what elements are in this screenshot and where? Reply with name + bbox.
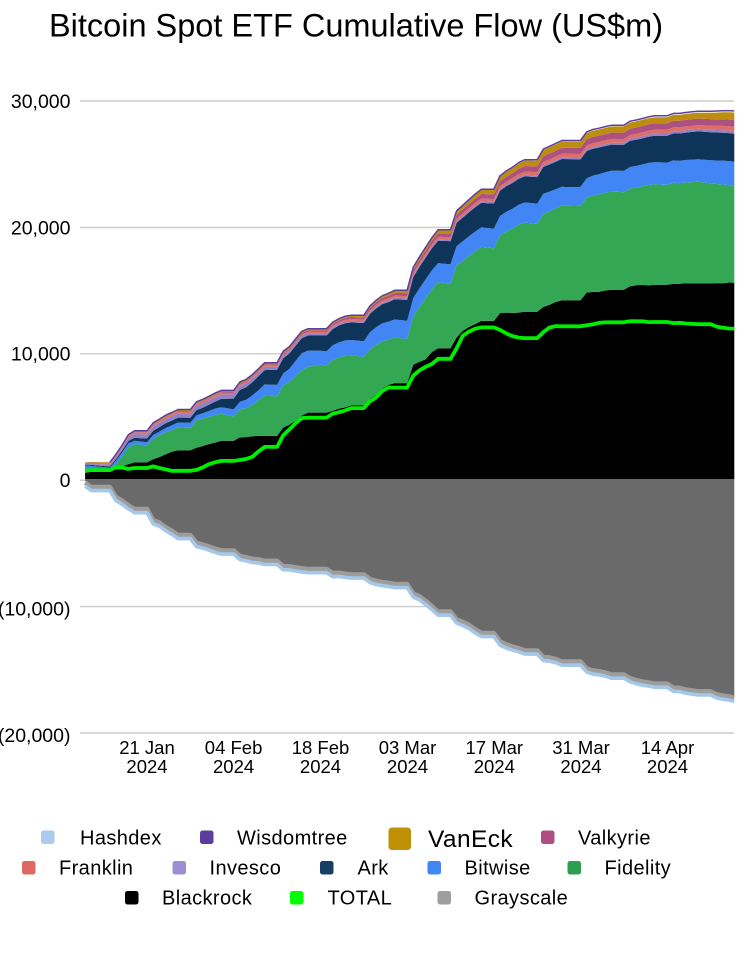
svg-text:31 Mar: 31 Mar (552, 737, 610, 758)
svg-text:03 Mar: 03 Mar (379, 737, 437, 758)
svg-text:18 Feb: 18 Feb (292, 737, 350, 758)
svg-text:2024: 2024 (647, 756, 688, 777)
svg-text:2024: 2024 (560, 756, 601, 777)
svg-text:2024: 2024 (474, 756, 515, 777)
svg-text:Hashdex: Hashdex (80, 827, 162, 849)
svg-text:2024: 2024 (213, 756, 254, 777)
svg-text:Ark: Ark (358, 857, 390, 879)
svg-text:0: 0 (60, 470, 71, 492)
svg-text:Wisdomtree: Wisdomtree (237, 827, 348, 849)
svg-text:Bitwise: Bitwise (465, 857, 531, 879)
svg-text:14 Apr: 14 Apr (641, 737, 695, 758)
svg-text:10,000: 10,000 (11, 344, 71, 366)
svg-text:2024: 2024 (126, 756, 167, 777)
svg-text:Grayscale: Grayscale (475, 887, 569, 909)
svg-text:Franklin: Franklin (59, 857, 133, 879)
svg-text:VanEck: VanEck (428, 826, 513, 853)
svg-text:Invesco: Invesco (210, 857, 282, 879)
svg-text:Blackrock: Blackrock (162, 887, 253, 909)
svg-text:2024: 2024 (387, 756, 428, 777)
svg-text:2024: 2024 (300, 756, 341, 777)
svg-text:Bitcoin Spot ETF Cumulative Fl: Bitcoin Spot ETF Cumulative Flow (US$m) (49, 8, 663, 44)
svg-text:21 Jan: 21 Jan (119, 737, 175, 758)
svg-text:17 Mar: 17 Mar (466, 737, 524, 758)
svg-text:04 Feb: 04 Feb (205, 737, 263, 758)
svg-text:(10,000): (10,000) (0, 599, 71, 621)
svg-text:Fidelity: Fidelity (605, 857, 672, 879)
svg-text:30,000: 30,000 (11, 91, 71, 113)
svg-text:Valkyrie: Valkyrie (578, 827, 651, 849)
svg-text:TOTAL: TOTAL (328, 887, 393, 909)
svg-text:(20,000): (20,000) (0, 725, 71, 747)
svg-text:20,000: 20,000 (11, 217, 71, 239)
